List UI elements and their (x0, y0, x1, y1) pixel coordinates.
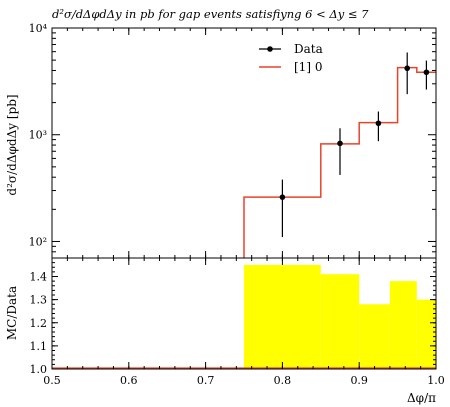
ratio-band (389, 281, 417, 369)
legend-data-marker (267, 46, 273, 52)
ratio-panel: 1.0 1.1 1.2 1.3 1.4 0.5 0.6 0.7 0.8 0.9 1.0 (30, 255, 445, 387)
data-point (423, 69, 430, 76)
ratio-band (359, 304, 390, 369)
main-y-tick-label: 10² (29, 235, 47, 248)
x-tick-label: 1.0 (427, 374, 445, 387)
ratio-y-tick-label: 1.1 (30, 340, 48, 353)
data-point (279, 194, 286, 200)
x-tick-label: 0.9 (350, 374, 368, 387)
chart-title: d²σ/dΔφdΔy in pb for gap events satisfiy… (52, 7, 369, 21)
ratio-y-axis-label: MC/Data (5, 286, 19, 340)
x-tick-label: 0.6 (120, 374, 138, 387)
ratio-band (244, 264, 321, 369)
legend-label-data: Data (294, 42, 323, 56)
ratio-band (416, 299, 436, 369)
data-point (337, 140, 343, 147)
ratio-y-tick-label: 1.2 (30, 317, 48, 330)
mc-histogram-line (243, 66, 436, 258)
ratio-band (320, 274, 360, 369)
data-point (404, 65, 411, 72)
data-point (375, 120, 382, 127)
main-y-tick-label: 10⁴ (29, 22, 48, 35)
x-tick-label: 0.8 (274, 374, 292, 387)
x-tick-label: 0.7 (197, 374, 215, 387)
ratio-y-tick-label: 1.3 (30, 294, 48, 307)
x-tick-label: 0.5 (43, 374, 61, 387)
main-panel: 10² 10³ 10⁴ (29, 22, 437, 259)
ratio-y-tick-label: 1.0 (30, 363, 48, 376)
ratio-y-tick-label: 1.4 (30, 271, 48, 284)
legend-label-mc: [1] 0 (294, 60, 322, 74)
main-y-tick-label: 10³ (29, 129, 47, 142)
main-y-axis-label: d²σ/dΔφdΔy [pb] (5, 94, 19, 195)
x-axis-label: Δφ/π (407, 391, 436, 405)
legend: Data [1] 0 (259, 42, 323, 74)
